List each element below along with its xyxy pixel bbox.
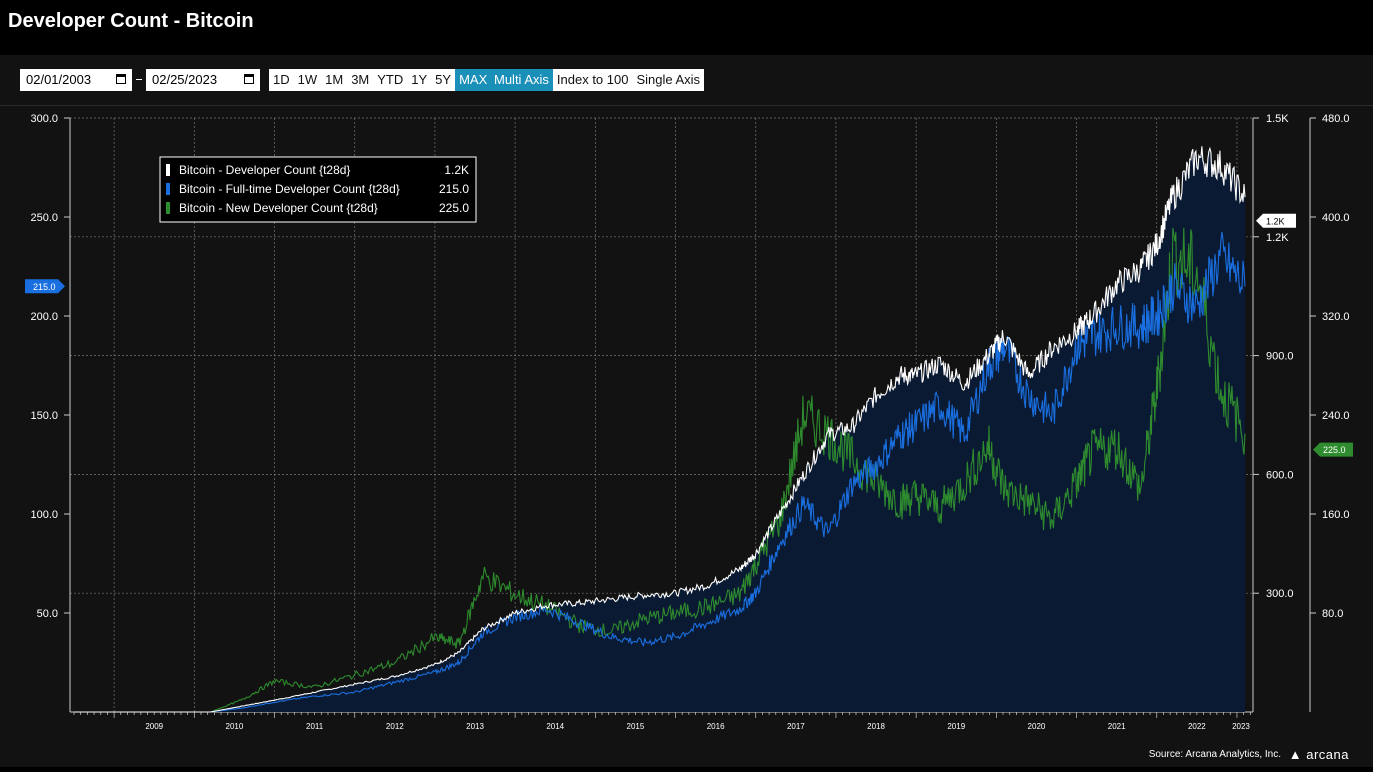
series-line-full-time-developer-count <box>74 231 1246 713</box>
x-axis-tick-label: 2017 <box>787 722 805 731</box>
x-axis-tick-label: 2015 <box>627 722 645 731</box>
right-1-value-marker <box>1256 213 1296 228</box>
page-title: Developer Count - Bitcoin <box>8 10 254 32</box>
end-date-input[interactable]: 02/25/2023 <box>146 69 260 91</box>
start-date-input[interactable]: 02/01/2003 <box>20 69 132 91</box>
left-axis-tick-label: 250.0 <box>30 212 58 224</box>
right-axis-1-tick-label: 1.5K <box>1266 113 1289 125</box>
range-1m-button[interactable]: 1M <box>325 72 344 87</box>
mode-index-to-100-button[interactable]: Index to 100 <box>556 72 629 87</box>
range-1w-button[interactable]: 1W <box>297 72 318 87</box>
legend-value: 225.0 <box>439 201 469 215</box>
right-axis-1-tick-label: 900.0 <box>1266 351 1294 363</box>
calendar-icon[interactable] <box>244 74 254 84</box>
right-axis-2-tick-label: 240.0 <box>1322 410 1350 422</box>
source-note: Source: Arcana Analytics, Inc. <box>1148 749 1281 760</box>
range-3m-button[interactable]: 3M <box>351 72 370 87</box>
chart-area: 300.0 250.0 200.0 150.0 100.0 50.0 1.5K 1.2K 900… <box>0 105 1373 772</box>
left-axis-tick-label: 100.0 <box>30 509 58 521</box>
x-axis-tick-label: 2021 <box>1108 722 1126 731</box>
right-axis-2-tick-label: 400.0 <box>1322 212 1350 224</box>
developer-count-area <box>74 146 1245 713</box>
legend-label: Bitcoin - Developer Count {t28d} <box>179 163 350 177</box>
left-axis-tick-label: 300.0 <box>30 113 58 125</box>
series-line-developer-count <box>74 146 1246 713</box>
series-line-new-developer-count <box>74 227 1246 713</box>
legend-swatch <box>166 183 170 195</box>
right-axis-1-tick-label: 600.0 <box>1266 469 1294 481</box>
left-value-marker-label: 215.0 <box>33 282 56 292</box>
legend-label: Bitcoin - New Developer Count {t28d} <box>179 201 378 215</box>
right-axis-2-tick-label: 160.0 <box>1322 509 1350 521</box>
legend-swatch <box>166 164 170 176</box>
right-axis-1-tick-label: 300.0 <box>1266 588 1294 600</box>
start-date-value: 02/01/2003 <box>26 72 92 87</box>
left-axis-tick-label: 200.0 <box>30 311 58 323</box>
date-range-separator <box>136 79 142 80</box>
mode-multi-axis-button[interactable]: Multi Axis <box>490 69 553 91</box>
x-axis-tick-label: 2018 <box>867 722 885 731</box>
x-axis-tick-label: 2014 <box>546 722 564 731</box>
arcana-logo: ▲ arcana <box>1288 747 1349 762</box>
developer-count-chart: 300.0 250.0 200.0 150.0 100.0 50.0 1.5K 1.2K 900… <box>25 113 1353 731</box>
range-1y-button[interactable]: 1Y <box>411 72 428 87</box>
toolbar: 02/01/2003 02/25/2023 1D 1W 1M 3M YTD 1Y 5Y MAX… <box>0 55 1373 106</box>
left-axis-tick-label: 150.0 <box>30 410 58 422</box>
legend-value: 1.2K <box>444 163 469 177</box>
x-axis-tick-label: 2019 <box>947 722 965 731</box>
range-ytd-button[interactable]: YTD <box>377 72 404 87</box>
x-axis-tick-label: 2012 <box>386 722 404 731</box>
mode-single-axis-button[interactable]: Single Axis <box>636 72 701 87</box>
left-axis-tick-label: 50.0 <box>37 608 58 620</box>
right-1-value-marker-label: 1.2K <box>1266 216 1285 226</box>
legend-label: Bitcoin - Full-time Developer Count {t28… <box>179 182 400 196</box>
right-axis-2-tick-label: 480.0 <box>1322 113 1350 125</box>
axis-mode-selector: Multi Axis Index to 100 Single Axis <box>490 69 705 91</box>
legend-swatch <box>166 202 170 214</box>
calendar-icon[interactable] <box>116 74 126 84</box>
right-axis-1-tick-label: 1.2K <box>1266 232 1289 244</box>
left-value-marker <box>25 279 65 294</box>
legend-box <box>159 156 477 223</box>
range-5y-button[interactable]: 5Y <box>435 72 452 87</box>
x-axis-tick-label: 2020 <box>1028 722 1046 731</box>
right-2-value-marker <box>1313 442 1353 457</box>
x-axis-tick-label: 2023 <box>1232 722 1250 731</box>
x-axis-tick-label: 2022 <box>1188 722 1206 731</box>
chart-panel: 02/01/2003 02/25/2023 1D 1W 1M 3M YTD 1Y 5Y MAX… <box>0 55 1373 767</box>
x-axis-tick-label: 2010 <box>226 722 244 731</box>
right-axis-2-tick-label: 320.0 <box>1322 311 1350 323</box>
x-axis-tick-label: 2016 <box>707 722 725 731</box>
x-axis-tick-label: 2009 <box>145 722 163 731</box>
x-axis-tick-label: 2011 <box>306 722 324 731</box>
range-1d-button[interactable]: 1D <box>273 72 290 87</box>
range-max-button[interactable]: MAX <box>455 69 492 91</box>
logo-text: arcana <box>1306 747 1349 762</box>
end-date-value: 02/25/2023 <box>152 72 218 87</box>
right-axis-2-tick-label: 80.0 <box>1322 608 1343 620</box>
legend-value: 215.0 <box>439 182 469 196</box>
x-axis-tick-label: 2013 <box>466 722 484 731</box>
right-2-value-marker-label: 225.0 <box>1323 445 1346 455</box>
range-selector: 1D 1W 1M 3M YTD 1Y 5Y MAX <box>269 69 492 91</box>
